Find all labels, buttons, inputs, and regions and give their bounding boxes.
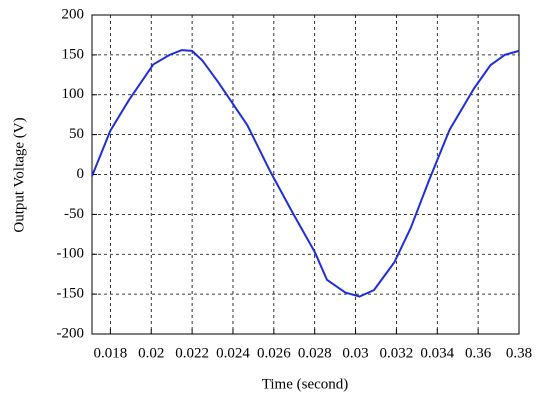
y-tick-label: -200: [57, 325, 85, 341]
x-tick-label: 0.022: [175, 345, 209, 361]
y-tick-label: 0: [77, 166, 85, 182]
x-tick-label: 0.028: [298, 345, 332, 361]
data-line: [91, 49, 520, 298]
x-tick-label: 0.026: [257, 345, 291, 361]
x-tick-label: 0.38: [506, 345, 532, 361]
x-tick-label: 0.024: [216, 345, 250, 361]
y-tick-label: 100: [62, 86, 85, 102]
y-tick-label: 50: [69, 126, 84, 142]
x-tick-label: 0.03: [342, 345, 368, 361]
y-tick-label: -150: [57, 286, 85, 302]
x-tick-label: 0.034: [420, 345, 454, 361]
x-axis-label: Time (second): [262, 376, 349, 392]
y-tick-label: 200: [62, 6, 85, 22]
x-tick-label: 0.02: [138, 345, 164, 361]
x-tick-label: 0.36: [465, 345, 492, 361]
y-tick-label: -100: [57, 246, 85, 262]
y-axis-label: Output Voltage (V): [11, 117, 27, 232]
x-tick-label: 0.032: [380, 345, 414, 361]
y-tick-label: -50: [64, 206, 84, 222]
x-tick-label: 0.018: [94, 345, 128, 361]
y-tick-label: 150: [62, 46, 85, 62]
